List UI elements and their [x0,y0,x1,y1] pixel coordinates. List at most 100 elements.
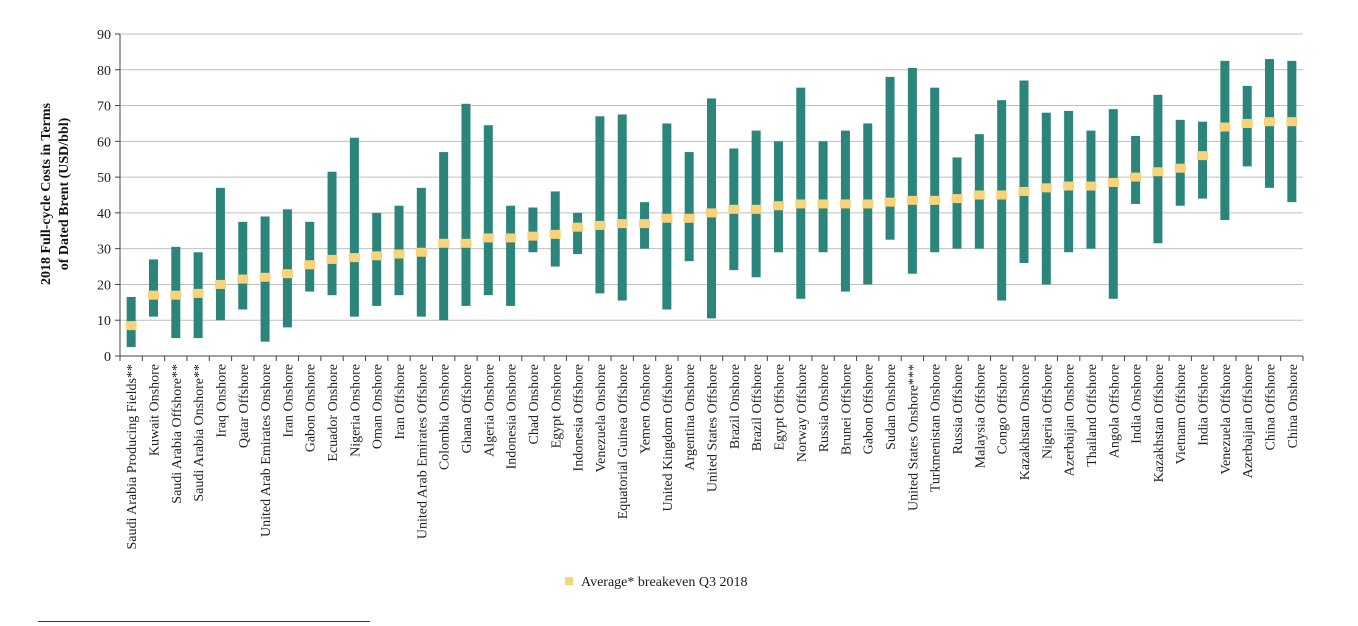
x-tick-label: Angola Offshore [1107,364,1122,458]
range-bar [1220,60,1230,221]
average-marker [214,279,226,289]
average-marker [505,233,517,243]
range-bar [885,76,895,240]
range-bar [796,87,806,299]
range-bar [818,141,828,253]
x-tick-label: Qatar Offshore [237,364,252,448]
average-marker [1174,163,1186,173]
x-tick-label: Azerbaijan Offshore [1241,364,1256,478]
range-bar [461,103,471,306]
y-tick-label: 90 [97,28,111,43]
average-marker [482,233,494,243]
x-tick-label: Yemen Onshore [639,364,654,454]
x-tick-label: Nigeria Onshore [348,364,363,457]
average-marker [1286,117,1298,127]
x-tick-label: Norway Offshore [795,364,810,462]
average-marker [728,204,740,214]
average-marker [951,194,963,204]
x-tick-label: Iran Onshore [281,364,296,437]
range-bar [327,171,337,296]
average-marker [1197,151,1209,161]
average-marker [1152,167,1164,177]
average-marker [973,190,985,200]
range-bar [483,125,493,296]
x-tick-label: Brazil Offshore [750,364,765,451]
average-marker [125,321,137,331]
average-marker [527,231,539,241]
average-marker [996,190,1008,200]
x-tick-label: Gabon Onshore [304,364,319,452]
range-bar [1041,112,1051,285]
range-bar [528,207,538,253]
range-bar [840,130,850,292]
x-tick-label: Equatorial Guinea Offshore [616,364,631,519]
average-marker [281,269,293,279]
y-tick-label: 0 [104,350,111,365]
x-tick-label: Indonesia Offshore [572,364,587,471]
x-tick-label: Iraq Onshore [214,364,229,437]
range-bar [1175,119,1185,206]
y-tick-label: 30 [97,243,111,258]
x-tick-label: Venezuela Offshore [1219,364,1234,475]
average-marker [147,290,159,300]
average-marker [415,247,427,257]
average-marker [438,238,450,248]
range-bar [550,191,560,267]
range-bar [282,209,292,328]
y-tick-label: 70 [97,100,111,115]
range-bar [997,100,1007,301]
average-marker [594,220,606,230]
average-marker [929,195,941,205]
average-marker [1130,172,1142,182]
x-tick-label: Ecuador Onshore [326,364,341,462]
average-marker [259,272,271,282]
y-tick-label: 20 [97,278,111,293]
legend-average-swatch [565,577,573,585]
x-tick-label: Vietnam Offshore [1174,364,1189,464]
x-tick-label: Saudi Arabia Producing Fields** [125,364,140,550]
average-marker [817,199,829,209]
x-tick-label: Brunei Offshore [839,364,854,455]
average-marker [304,260,316,270]
x-tick-label: Colombia Onshore [438,364,453,470]
y-tick-label: 80 [97,64,111,79]
legend-average-label: Average* breakeven Q3 2018 [581,575,748,590]
range-bar [684,152,694,262]
x-tick-label: Congo Offshore [996,364,1011,454]
range-bar [595,116,605,294]
average-marker [906,195,918,205]
x-tick-label: Egypt Onshore [549,364,564,448]
x-tick-label: Argentina Onshore [683,364,698,471]
y-axis-title-line2: of Dated Brent (USD/bbl) [57,117,72,270]
x-tick-label: United States Onshore*** [906,364,921,511]
x-tick-label: United Kingdom Offshore [661,364,676,512]
average-marker [795,199,807,209]
average-marker [549,229,561,239]
x-tick-label: India Onshore [1130,364,1145,444]
average-marker [348,253,360,263]
average-marker [393,249,405,259]
x-tick-label: Sudan Onshore [884,364,899,450]
range-bar [1019,80,1029,263]
range-bar [349,137,359,317]
x-tick-label: China Offshore [1264,364,1279,450]
range-bar [907,67,917,274]
range-bar [751,130,761,278]
average-marker [170,290,182,300]
range-bar [930,87,940,253]
range-bars [126,59,1297,348]
y-tick-label: 40 [97,207,111,222]
range-bar [1287,60,1297,203]
average-marker [706,208,717,218]
x-tick-label: Chad Onshore [527,364,542,445]
x-tick-label: Algeria Onshore [482,364,497,457]
x-tick-label: Russia Onshore [817,364,832,452]
range-bar [506,205,516,306]
x-tick-label: Nigeria Offshore [1040,364,1055,459]
y-axis-ticks: 0 10 20 30 40 50 60 70 80 90 [97,28,120,365]
x-tick-label: United States Offshore [706,364,721,492]
legend: Average* breakeven Q3 2018 [565,575,748,590]
average-marker [639,219,651,229]
x-tick-label: Kazakhstan Onshore [1018,364,1033,480]
